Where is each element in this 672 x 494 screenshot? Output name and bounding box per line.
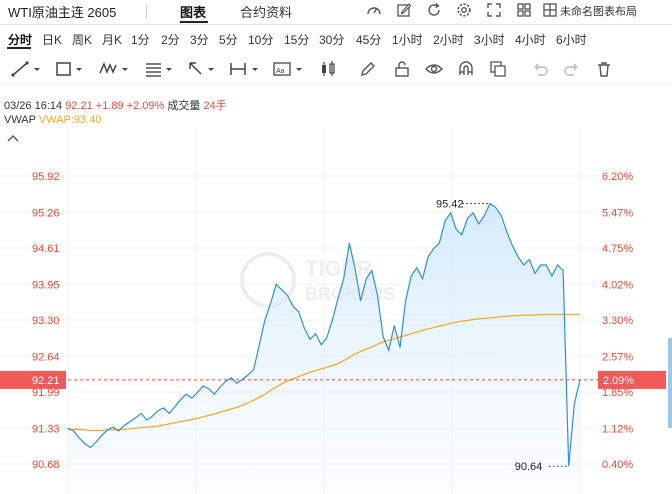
grid-layout-icon[interactable]	[516, 2, 532, 18]
period-4h[interactable]: 4小时	[515, 33, 546, 47]
header-bar: WTI原油主连 2605 图表 合约资料 未命名图表布局	[0, 0, 672, 25]
quote-price: 92.21	[65, 100, 93, 112]
y-tick-left: 93.30	[32, 315, 60, 327]
chart-annotations: 95.42 90.64	[436, 198, 569, 473]
magnet-icon[interactable]	[456, 59, 476, 79]
tab-chart[interactable]: 图表	[180, 5, 207, 20]
y-tick-right: 5.47%	[602, 207, 633, 219]
measure-tool-icon[interactable]	[228, 59, 262, 79]
y-axis-right: 6.20% 5.47% 4.75% 4.02% 3.30% 2.57% 1.85% 1.12%…	[602, 171, 633, 471]
gauge-icon[interactable]	[366, 2, 382, 18]
intraday-chart[interactable]: TIGER BROKERS 95.9295.2694.6193.9593.309…	[0, 128, 672, 494]
period-2m[interactable]: 2分	[161, 33, 180, 47]
high-marker-label: 95.42	[436, 198, 464, 210]
period-6h[interactable]: 6小时	[556, 33, 587, 47]
y-tick-left: 93.95	[32, 279, 60, 291]
volume-label: 成交量	[167, 100, 201, 112]
grid-layout-toggle-icon[interactable]	[542, 2, 558, 18]
current-price-label-left: 92.21	[32, 375, 60, 387]
candle-tool-icon[interactable]	[318, 59, 340, 79]
current-price-box-left	[0, 370, 66, 389]
period-active-underline	[7, 47, 31, 49]
period-10m[interactable]: 10分	[248, 33, 274, 47]
collapse-chevron-icon[interactable]	[7, 135, 19, 142]
current-price-label-right: 2.09%	[603, 375, 634, 387]
vwap-line	[67, 313, 580, 432]
y-tick-left: 94.61	[32, 243, 60, 255]
instrument-title: WTI原油主连 2605	[8, 5, 117, 20]
quote-info: 03/26 16:14 92.21 +1.89 +2.09% 成交量 24手	[4, 97, 227, 113]
period-15m[interactable]: 15分	[284, 33, 310, 47]
y-tick-left: 92.64	[32, 351, 60, 363]
period-bar: 分时 日K 周K 月K 1分 2分 3分 5分 10分 15分 30分 45分 …	[0, 26, 672, 50]
undo-icon[interactable]	[530, 59, 550, 79]
text-tool-icon[interactable]: Aa	[272, 59, 306, 79]
lock-icon[interactable]	[392, 59, 412, 79]
settings-icon[interactable]	[456, 2, 472, 18]
period-intraday[interactable]: 分时	[8, 33, 33, 47]
tab-active-underline	[180, 21, 208, 23]
y-tick-right: 1.85%	[602, 387, 633, 399]
period-30m[interactable]: 30分	[319, 33, 345, 47]
svg-text:Aa: Aa	[276, 68, 285, 75]
y-tick-left: 90.68	[32, 459, 60, 471]
line-tool-icon[interactable]	[10, 59, 42, 79]
period-month[interactable]: 月K	[102, 33, 123, 47]
quote-datetime: 03/26 16:14	[4, 100, 63, 112]
period-1h[interactable]: 1小时	[392, 33, 423, 47]
y-tick-left: 95.26	[32, 207, 60, 219]
y-tick-left: 91.99	[32, 387, 60, 399]
period-3h[interactable]: 3小时	[474, 33, 505, 47]
y-tick-right: 1.12%	[602, 423, 633, 435]
layout-selector[interactable]: 未命名图表布局	[560, 3, 637, 19]
current-price-marker: 92.21 2.09%	[0, 370, 666, 389]
pencil-icon[interactable]	[358, 59, 378, 79]
quote-change: +1.89	[95, 100, 124, 112]
period-1m[interactable]: 1分	[131, 33, 150, 47]
period-45m[interactable]: 45分	[356, 33, 382, 47]
chart-scrollbar[interactable]	[668, 338, 672, 428]
tab-contract-info[interactable]: 合约资料	[240, 5, 293, 20]
refresh-icon[interactable]	[426, 2, 442, 18]
y-tick-left: 91.33	[32, 423, 60, 435]
price-line	[67, 202, 581, 467]
layers-icon[interactable]	[488, 59, 508, 79]
price-area-fill	[68, 203, 580, 494]
edit-icon[interactable]	[396, 2, 412, 18]
y-tick-right: 3.30%	[602, 315, 633, 327]
fib-tool-icon[interactable]	[144, 59, 176, 79]
low-marker-label: 90.64	[515, 461, 543, 473]
watermark-word-1: TIGER	[305, 256, 372, 281]
y-tick-right: 4.02%	[602, 279, 633, 291]
y-tick-right: 2.57%	[602, 351, 633, 363]
wave-tool-icon[interactable]	[98, 59, 132, 79]
vwap-info: VWAP VWAP:93.40	[4, 114, 101, 126]
volume-value: 24手	[203, 100, 227, 112]
period-week[interactable]: 周K	[72, 33, 93, 47]
redo-icon[interactable]	[562, 59, 582, 79]
vwap-value: VWAP:93.40	[38, 114, 102, 126]
current-price-box-right	[598, 370, 666, 389]
arrow-tool-icon[interactable]	[186, 59, 218, 79]
y-tick-right: 6.20%	[602, 171, 633, 183]
layout-name: 未命名图表布局	[560, 6, 637, 18]
period-5m[interactable]: 5分	[219, 33, 238, 47]
drawing-toolbar: Aa	[0, 55, 672, 84]
period-3m[interactable]: 3分	[190, 33, 209, 47]
period-day[interactable]: 日K	[42, 33, 63, 47]
header-separator	[146, 5, 147, 18]
rectangle-tool-icon[interactable]	[54, 59, 86, 79]
y-axis-left: 95.92 95.26 94.61 93.95 93.30 92.64 91.99 91.33…	[32, 171, 60, 471]
trash-icon[interactable]	[594, 59, 614, 79]
eye-icon[interactable]	[424, 59, 444, 79]
y-tick-right: 0.40%	[602, 459, 633, 471]
vwap-label[interactable]: VWAP	[4, 114, 36, 126]
quote-change-pct: +2.09%	[126, 100, 165, 112]
period-2h[interactable]: 2小时	[433, 33, 464, 47]
y-tick-right: 4.75%	[602, 243, 633, 255]
fullscreen-icon[interactable]	[486, 2, 502, 18]
y-tick-left: 95.92	[32, 171, 60, 183]
